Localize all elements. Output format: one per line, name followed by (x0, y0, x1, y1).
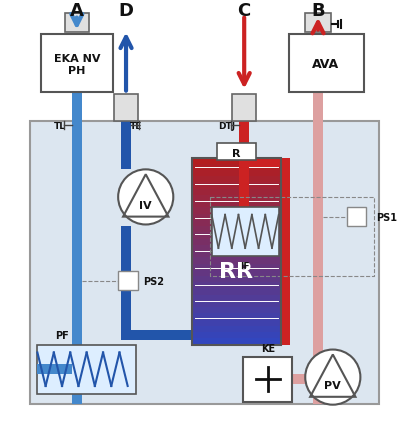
Bar (192, 314, 281, 321)
Text: B: B (311, 2, 325, 20)
Bar (239, 122, 249, 207)
Bar (72, 92, 82, 404)
Bar (281, 158, 290, 345)
Bar (288, 36, 364, 92)
Bar (305, 372, 313, 382)
Bar (239, 158, 249, 256)
Bar (192, 195, 281, 203)
Text: PV: PV (324, 380, 341, 390)
Text: DTJ: DTJ (218, 121, 236, 130)
Text: RR: RR (219, 261, 253, 281)
Bar (192, 251, 281, 259)
Bar (30, 122, 379, 404)
Bar (41, 36, 113, 92)
Bar (346, 207, 366, 227)
Text: TE: TE (130, 121, 142, 130)
Text: PS2: PS2 (143, 276, 164, 286)
Bar (192, 177, 281, 184)
Bar (239, 158, 281, 168)
Bar (192, 158, 281, 345)
Text: IF: IF (240, 262, 250, 271)
Bar (232, 94, 256, 122)
Bar (192, 245, 281, 253)
Bar (114, 94, 138, 122)
Bar (65, 14, 89, 33)
Bar (313, 92, 323, 404)
Bar (192, 202, 281, 209)
Bar (192, 289, 281, 296)
Bar (192, 208, 281, 215)
Bar (243, 358, 292, 402)
Bar (121, 330, 192, 340)
Bar (192, 264, 281, 271)
Bar (192, 233, 281, 240)
Bar (121, 227, 131, 330)
Text: PF: PF (55, 330, 69, 340)
Bar (192, 270, 281, 277)
Bar (192, 301, 281, 309)
Bar (192, 320, 281, 327)
Bar (192, 239, 281, 246)
Bar (118, 271, 138, 291)
Text: AVA: AVA (312, 58, 340, 71)
Text: D: D (118, 2, 134, 20)
Bar (192, 171, 281, 178)
Text: R: R (232, 148, 240, 158)
Bar (192, 227, 281, 234)
Bar (212, 207, 279, 256)
Text: A: A (70, 2, 84, 20)
Bar (292, 374, 305, 384)
Bar (192, 295, 281, 302)
Circle shape (118, 170, 173, 225)
Bar (192, 220, 281, 227)
Bar (192, 189, 281, 197)
Bar (305, 14, 331, 33)
Bar (38, 345, 136, 394)
Bar (192, 183, 281, 190)
Bar (192, 258, 281, 265)
Bar (192, 283, 281, 290)
Bar (192, 158, 281, 165)
Text: TL: TL (54, 121, 66, 130)
Bar (217, 143, 256, 161)
Bar (192, 339, 281, 346)
Bar (192, 308, 281, 315)
Bar (192, 332, 281, 339)
Text: C: C (238, 2, 251, 20)
Text: KE: KE (261, 343, 275, 353)
Circle shape (305, 350, 360, 405)
Text: EKA NV
PH: EKA NV PH (54, 54, 100, 76)
Bar (192, 276, 281, 283)
Bar (192, 164, 281, 171)
Bar (121, 122, 131, 170)
Bar (243, 374, 290, 384)
Bar (192, 326, 281, 333)
Text: IV: IV (140, 201, 152, 210)
Text: PS1: PS1 (376, 212, 397, 222)
Bar (38, 365, 72, 374)
Bar (192, 214, 281, 221)
